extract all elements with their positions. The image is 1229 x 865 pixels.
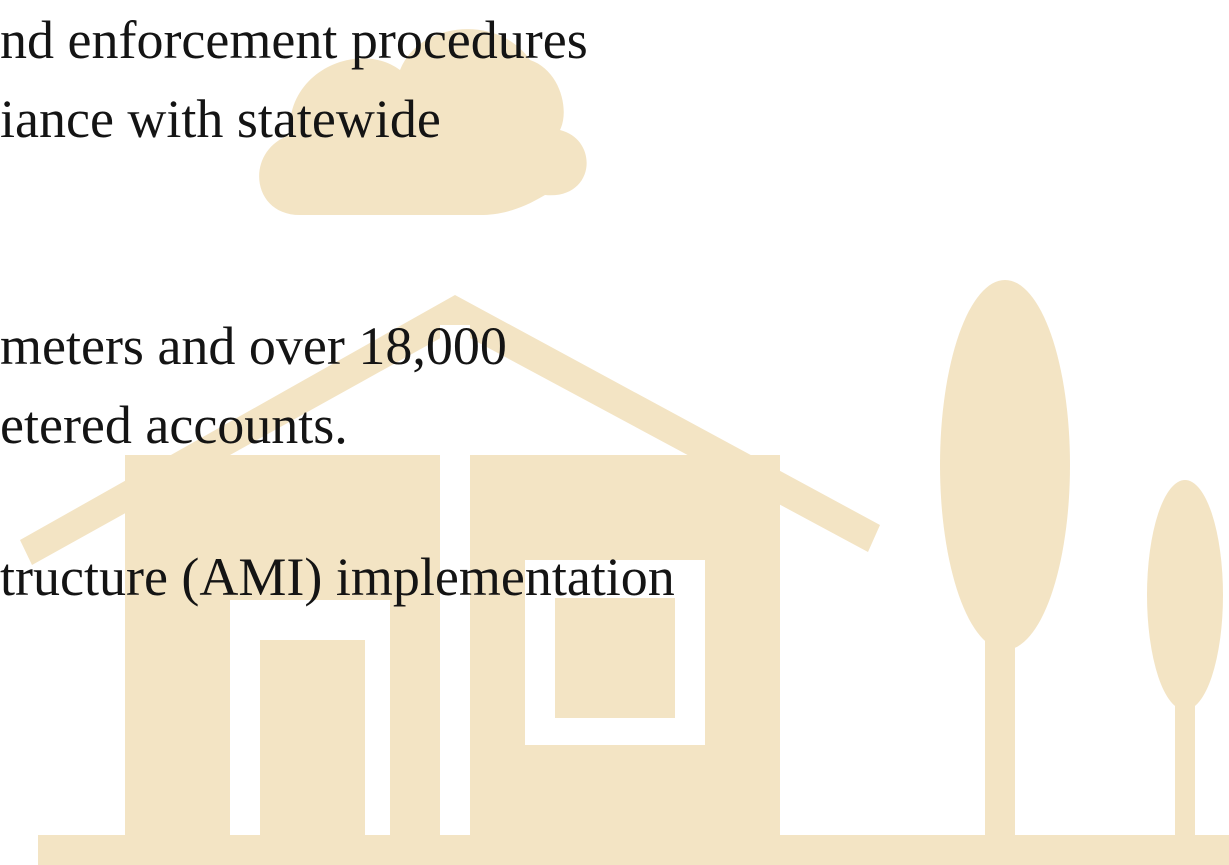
slide: nd enforcement procedures iance with sta… (0, 0, 1229, 865)
small-tree-trunk (1175, 680, 1195, 840)
text-line: iance with statewide (0, 89, 441, 149)
text-line: meters and over 18,000 (0, 316, 507, 376)
window (555, 598, 675, 718)
text-line: etered accounts. (0, 395, 348, 455)
text-line: nd enforcement procedures (0, 10, 588, 70)
small-tree (1147, 480, 1223, 710)
text-line: tructure (AMI) implementation (0, 547, 675, 607)
big-tree (940, 280, 1070, 650)
big-tree-trunk (985, 600, 1015, 840)
door (260, 640, 365, 835)
ground (38, 835, 1229, 865)
page: nd enforcement procedures iance with sta… (0, 0, 1229, 865)
